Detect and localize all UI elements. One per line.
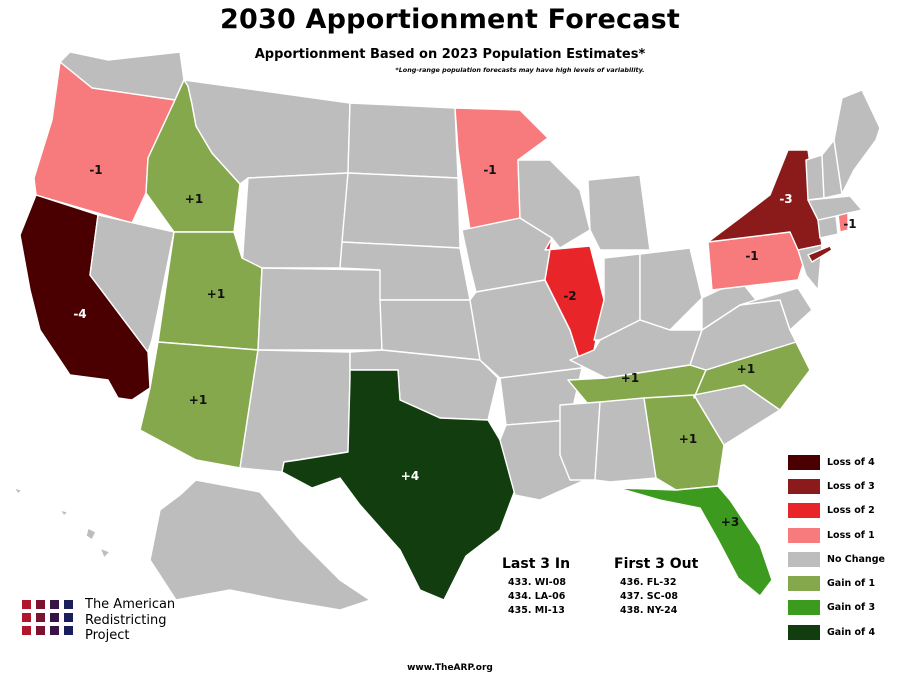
- legend-swatch: [787, 550, 821, 568]
- logo-square: [64, 600, 73, 609]
- logo-square: [64, 613, 73, 622]
- list-item: 435. MI-13: [508, 605, 565, 616]
- logo-square: [64, 626, 73, 635]
- texas-state: [281, 369, 516, 601]
- list-item: 437. SC-08: [620, 591, 678, 602]
- legend-item: Loss of 3: [787, 474, 885, 498]
- state-change-label: -1: [89, 163, 102, 177]
- legend-label: Loss of 2: [827, 505, 875, 517]
- logo-line: The American: [85, 597, 176, 612]
- mississippi-state: [559, 401, 601, 481]
- logo-square: [36, 613, 45, 622]
- state-change-label: +1: [621, 371, 639, 385]
- legend-item: No Change: [787, 547, 885, 571]
- legend-label: Loss of 4: [827, 456, 875, 468]
- legend-swatch: [787, 526, 821, 544]
- logo-square: [22, 626, 31, 635]
- legend-label: Gain of 3: [827, 602, 876, 614]
- florida-state: [617, 485, 773, 597]
- legend-label: Gain of 4: [827, 626, 876, 638]
- north-carolina-state: [693, 341, 811, 411]
- wyoming-state: [241, 172, 349, 269]
- legend-label: Loss of 3: [827, 480, 875, 492]
- state-change-label: +1: [189, 393, 207, 407]
- logo-square: [22, 600, 31, 609]
- legend-swatch: [787, 502, 821, 520]
- footnote: *Long-range population forecasts may hav…: [395, 66, 645, 74]
- map-title: 2030 Apportionment Forecast: [220, 4, 680, 35]
- logo-square: [50, 613, 59, 622]
- state-change-label: -3: [779, 192, 792, 206]
- colorado-state: [257, 267, 383, 351]
- michigan-state: [587, 174, 651, 251]
- new-york-state: [707, 149, 823, 251]
- list-item: 434. LA-06: [508, 591, 566, 602]
- state-change-label: -1: [483, 163, 496, 177]
- ohio-state: [639, 247, 703, 331]
- logo-mark: [22, 600, 73, 635]
- logo-line: Redistricting: [85, 612, 167, 628]
- island-0: [13, 487, 23, 495]
- list-item: 438. NY-24: [620, 605, 678, 616]
- legend-label: Gain of 1: [827, 578, 876, 590]
- state-change-label: -2: [563, 289, 576, 303]
- logo-square: [36, 626, 45, 635]
- state-change-label: +1: [207, 287, 225, 301]
- maine-state: [833, 89, 881, 195]
- state-change-label: -4: [73, 307, 86, 321]
- first-out-heading: First 3 Out: [614, 556, 699, 572]
- legend-label: Loss of 1: [827, 529, 875, 541]
- illinois-state: [544, 237, 605, 369]
- legend-swatch: [787, 477, 821, 495]
- vermont-state: [805, 154, 825, 201]
- massachusetts-state: [807, 195, 863, 221]
- long-island: [807, 245, 833, 263]
- state-change-label: -1: [745, 249, 758, 263]
- first-out-list: First 3 Out 436. FL-32 437. SC-08 438. N…: [614, 556, 704, 618]
- legend-item: Gain of 3: [787, 596, 885, 620]
- legend-item: Loss of 1: [787, 523, 885, 547]
- logo-square: [50, 600, 59, 609]
- cutoff-lists: Last 3 In 433. WI-08 434. LA-06 435. MI-…: [502, 556, 704, 618]
- legend-swatch: [787, 575, 821, 593]
- list-item: 436. FL-32: [620, 577, 677, 588]
- legend-item: Gain of 1: [787, 571, 885, 595]
- state-change-label: +1: [185, 192, 203, 206]
- logo-text: The American Redistricting Project: [85, 597, 175, 644]
- state-change-label: +1: [737, 362, 755, 376]
- legend-item: Loss of 4: [787, 450, 885, 474]
- logo-square: [50, 626, 59, 635]
- legend-swatch: [787, 623, 821, 641]
- legend-swatch: [787, 599, 821, 617]
- logo-line: Project: [85, 628, 130, 643]
- alabama-state: [594, 397, 657, 483]
- nevada-state: [89, 214, 175, 353]
- island-2: [99, 547, 111, 559]
- arp-logo: The American Redistricting Project: [22, 597, 175, 644]
- hawaii-state: [85, 527, 97, 541]
- wisconsin-state: [517, 159, 591, 249]
- alaska-state: [149, 479, 371, 611]
- legend-item: Loss of 2: [787, 499, 885, 523]
- legend-label: No Change: [827, 553, 885, 565]
- website-url: www.TheARP.org: [407, 663, 493, 673]
- south-dakota-state: [341, 172, 461, 249]
- logo-square: [22, 613, 31, 622]
- last-in-list: Last 3 In 433. WI-08 434. LA-06 435. MI-…: [502, 556, 592, 618]
- maryland-state: [739, 287, 813, 331]
- island-1: [59, 509, 69, 517]
- north-dakota-state: [347, 102, 459, 179]
- list-item: 433. WI-08: [508, 577, 566, 588]
- map-subtitle: Apportionment Based on 2023 Population E…: [254, 47, 646, 62]
- last-in-heading: Last 3 In: [502, 556, 571, 572]
- state-change-label: +4: [401, 469, 419, 483]
- state-change-label: -1: [843, 217, 856, 231]
- legend: Loss of 4 Loss of 3 Loss of 2 Loss of 1 No C…: [787, 450, 885, 644]
- legend-item: Gain of 4: [787, 620, 885, 644]
- state-change-label: +3: [721, 515, 739, 529]
- logo-square: [36, 600, 45, 609]
- state-change-label: +1: [679, 432, 697, 446]
- legend-swatch: [787, 453, 821, 471]
